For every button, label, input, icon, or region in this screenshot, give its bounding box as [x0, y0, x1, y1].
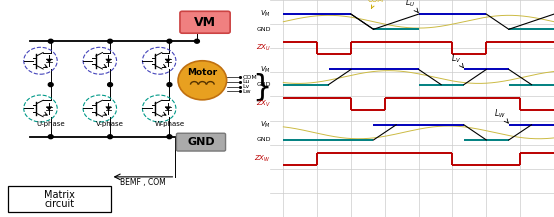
Text: GND: GND [257, 137, 271, 143]
Text: Lu: Lu [243, 79, 250, 84]
Polygon shape [106, 59, 111, 62]
Text: $ZX_U$: $ZX_U$ [256, 43, 271, 53]
Text: $L_U$: $L_U$ [405, 0, 418, 12]
Text: $L_V$: $L_V$ [451, 52, 463, 68]
Polygon shape [165, 107, 171, 110]
Circle shape [167, 39, 172, 43]
Text: $ZX_W$: $ZX_W$ [254, 154, 271, 164]
Text: COM: COM [243, 74, 258, 80]
FancyBboxPatch shape [180, 11, 230, 33]
Text: $V_M$: $V_M$ [260, 9, 271, 19]
Text: Motor: Motor [187, 68, 217, 77]
Text: U-phase: U-phase [37, 121, 65, 127]
Circle shape [178, 61, 227, 100]
Circle shape [48, 83, 53, 87]
Text: circuit: circuit [44, 199, 74, 209]
Text: $V_M$: $V_M$ [260, 120, 271, 130]
Text: GND: GND [257, 27, 271, 32]
Polygon shape [106, 107, 111, 110]
Text: }: } [252, 72, 271, 101]
Text: COM: COM [367, 0, 383, 8]
Text: GND: GND [257, 82, 271, 87]
Circle shape [194, 39, 199, 43]
Text: $L_W$: $L_W$ [495, 108, 508, 123]
Polygon shape [47, 107, 52, 110]
Text: W-phase: W-phase [155, 121, 184, 127]
Text: Lw: Lw [243, 89, 252, 94]
Text: $V_M$: $V_M$ [260, 64, 271, 75]
Text: $ZX_V$: $ZX_V$ [256, 99, 271, 109]
Circle shape [107, 83, 112, 87]
Circle shape [48, 135, 53, 139]
Text: Lv: Lv [243, 84, 250, 89]
Circle shape [107, 135, 112, 139]
Text: BEMF , COM: BEMF , COM [120, 178, 166, 187]
Text: V-phase: V-phase [96, 121, 124, 127]
Circle shape [107, 39, 112, 43]
Polygon shape [47, 59, 52, 62]
Text: Matrix: Matrix [44, 190, 75, 200]
Polygon shape [165, 59, 171, 62]
Circle shape [167, 135, 172, 139]
FancyBboxPatch shape [8, 186, 111, 212]
Text: VM: VM [194, 16, 216, 29]
Circle shape [48, 39, 53, 43]
FancyBboxPatch shape [176, 133, 225, 151]
Circle shape [167, 83, 172, 87]
Text: GND: GND [187, 137, 215, 147]
